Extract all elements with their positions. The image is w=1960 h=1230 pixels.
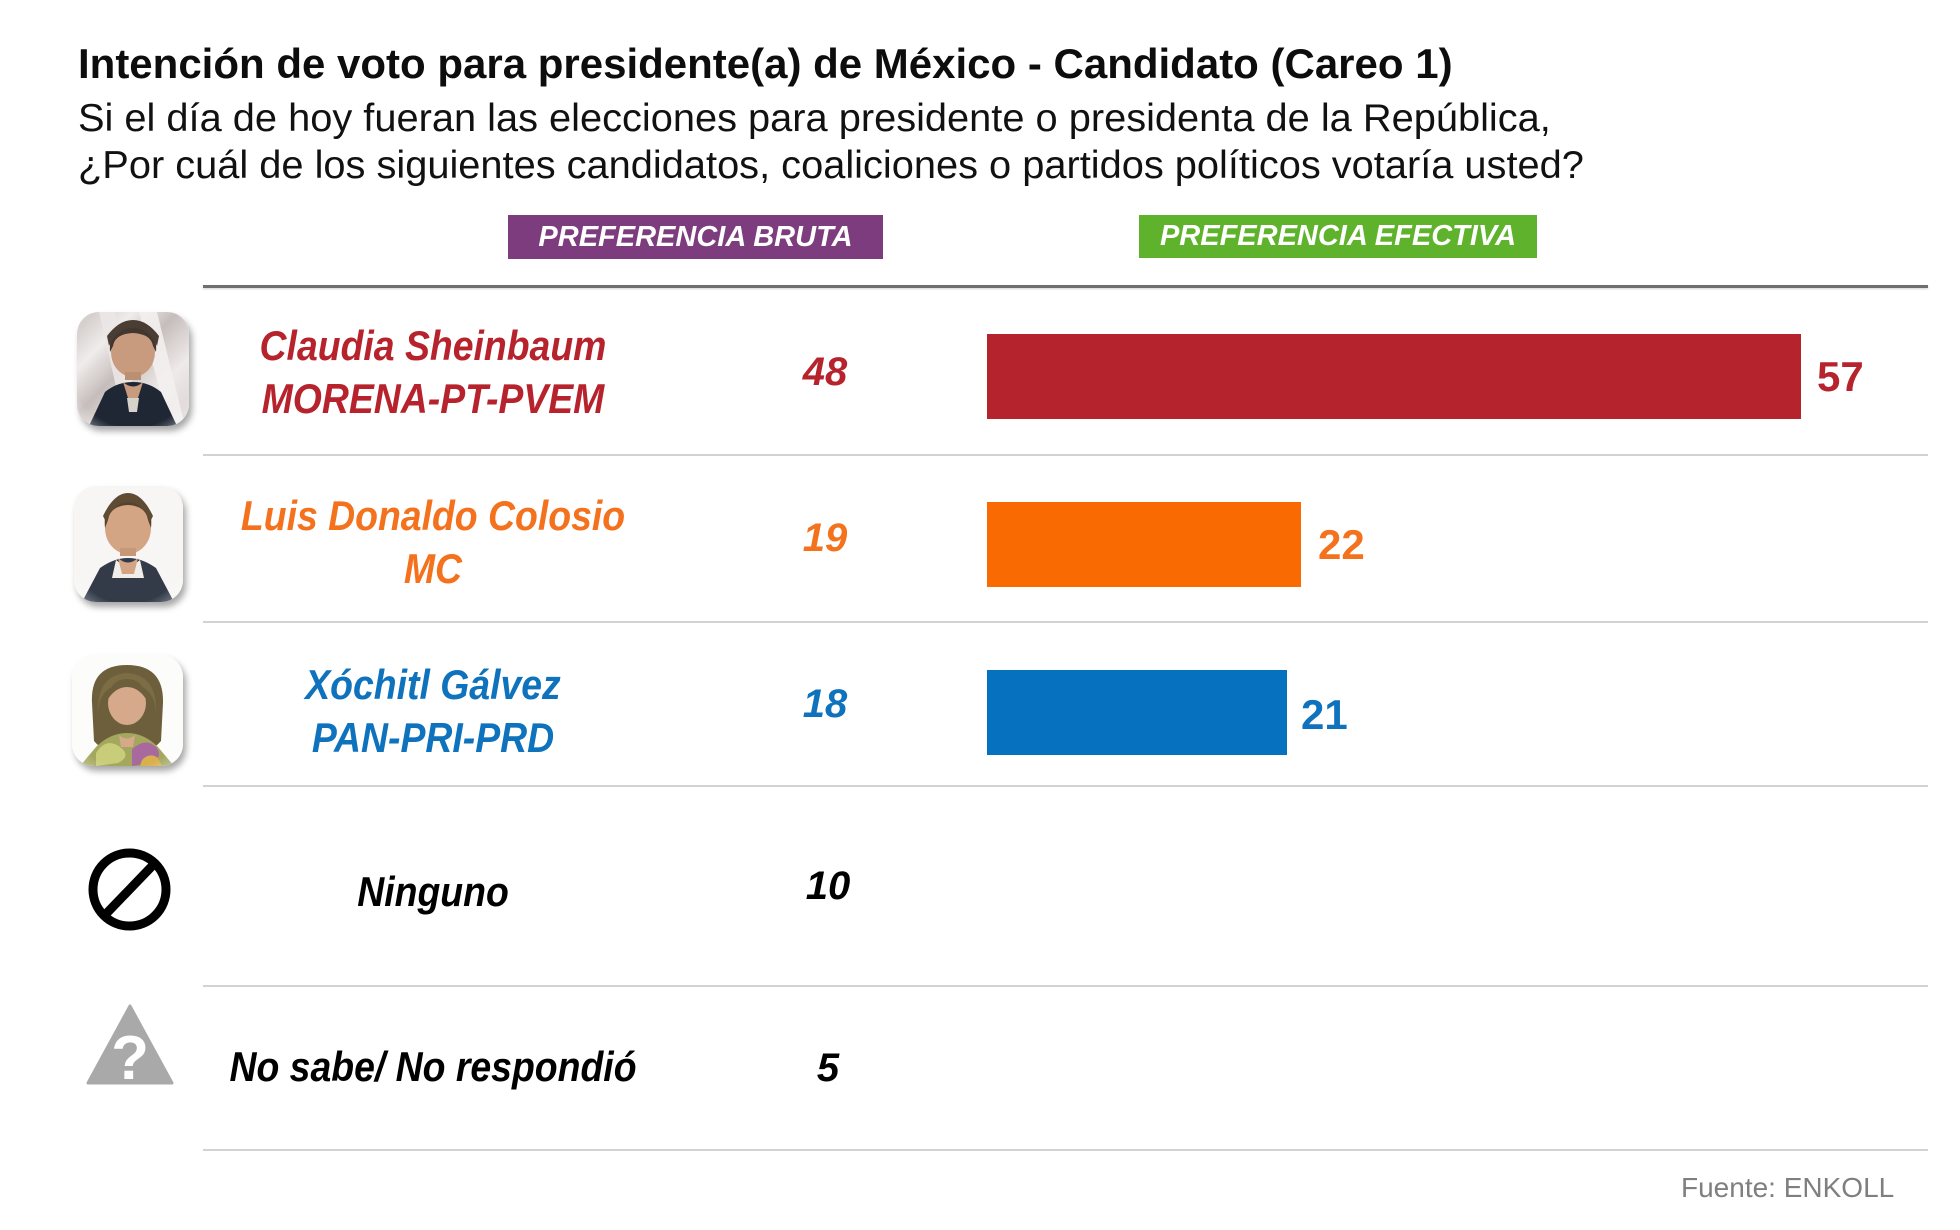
svg-text:?: ? (111, 1024, 149, 1085)
